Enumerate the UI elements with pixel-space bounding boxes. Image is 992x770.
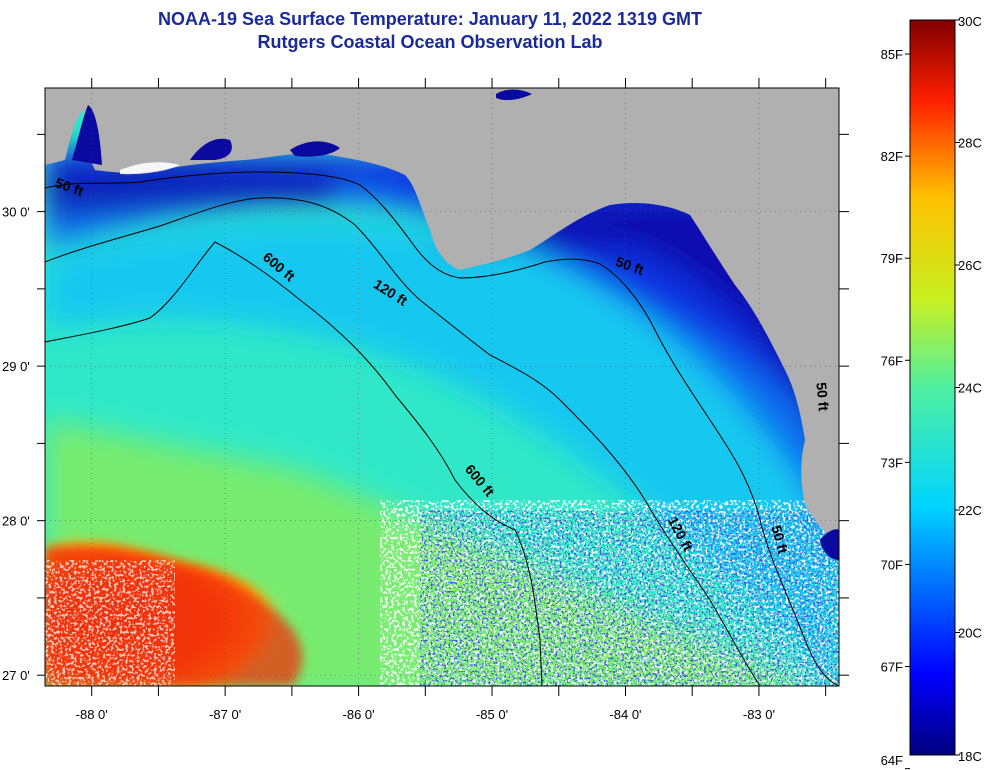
colorbar-f-label: 85F — [881, 47, 903, 62]
lat-tick-label: 27 0' — [2, 668, 30, 683]
lon-tick-label: -84 0' — [609, 707, 641, 722]
colorbar-c-label: 20C — [958, 626, 982, 641]
isobath-600ft — [45, 241, 543, 686]
isobath-label: 50 ft — [813, 382, 831, 412]
map-frame — [44, 87, 840, 687]
colorbar-c-label: 30C — [958, 14, 982, 29]
axis-ticks: -88 0' -87 0' -86 0' -85 0' -84 0' -83 0' 30 0… — [2, 78, 849, 722]
colorbar-f-label: 79F — [881, 251, 903, 266]
colorbar-f-label: 67F — [881, 660, 903, 675]
lon-tick-label: -85 0' — [476, 707, 508, 722]
lat-tick-label: 30 0' — [2, 205, 30, 220]
colorbar-c-label: 24C — [958, 381, 982, 396]
colorbar-f-label: 70F — [881, 557, 903, 572]
isobath-50ft — [45, 171, 839, 686]
cloud-edge — [420, 510, 839, 686]
isobath-120ft — [45, 197, 761, 686]
colorbar-c-label: 22C — [958, 503, 982, 518]
lat-tick-label: 29 0' — [2, 359, 30, 374]
land-mass — [45, 88, 839, 545]
colorbar-f-label: 64F — [881, 753, 903, 768]
colorbar: 30C 28C 26C 24C 22C 20C 18C 85F 82F 79F 76F 73F 70F 6… — [881, 14, 982, 770]
lon-tick-label: -83 0' — [743, 707, 775, 722]
colorbar-f-label: 73F — [881, 455, 903, 470]
colorbar-c-label: 26C — [958, 258, 982, 273]
lat-tick-label: 28 0' — [2, 514, 30, 529]
lon-tick-label: -87 0' — [209, 707, 241, 722]
isobath-contours — [45, 171, 839, 686]
colorbar-gradient — [909, 19, 956, 756]
lon-tick-label: -86 0' — [343, 707, 375, 722]
colorbar-c-label: 18C — [958, 749, 982, 764]
colorbar-c-label: 28C — [958, 136, 982, 151]
lon-tick-label: -88 0' — [76, 707, 108, 722]
colorbar-f-label: 76F — [881, 353, 903, 368]
map-title: NOAA-19 Sea Surface Temperature: January… — [158, 9, 702, 29]
map-subtitle: Rutgers Coastal Ocean Observation Lab — [257, 32, 603, 52]
colorbar-f-label: 82F — [881, 149, 903, 164]
isobath-label: 50 ft — [768, 523, 791, 555]
colorbar-labels: 30C 28C 26C 24C 22C 20C 18C 85F 82F 79F 76F 73F 70F 6… — [881, 14, 982, 770]
